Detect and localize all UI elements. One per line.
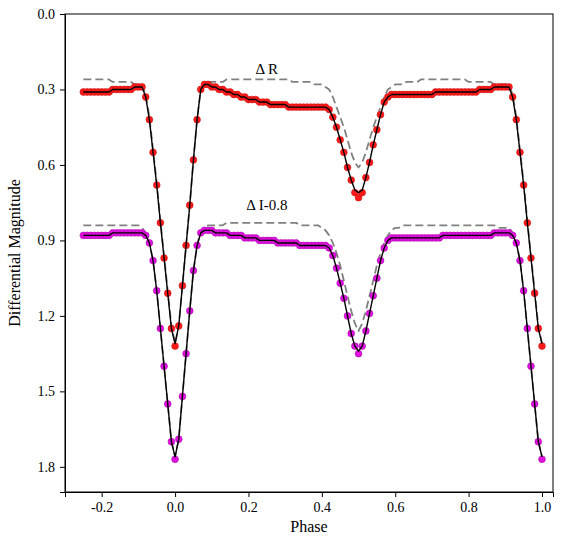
- chart-container: -0.2 0.0 0.2 0.4 0.6 0.8 1.0 0.0 0.3 0.6 0.9 1.2 1.5…: [0, 0, 575, 544]
- plot-frame: [65, 14, 553, 492]
- y-tick: 0.6: [38, 158, 66, 173]
- x-tick-label: 0.0: [167, 500, 185, 515]
- y-axis-line: [60, 15, 66, 493]
- x-tick: -0.2: [91, 492, 113, 515]
- y-tick: 0.9: [38, 233, 66, 248]
- x-tick-label: 0.4: [314, 500, 332, 515]
- y-tick-mark: [60, 316, 65, 317]
- x-tick: 1.0: [534, 492, 552, 515]
- scatter-series: [80, 227, 545, 463]
- scatter-series: [80, 81, 545, 349]
- x-tick: 0.0: [167, 492, 185, 515]
- x-tick-mark: [322, 492, 323, 497]
- dashed-model-line: [83, 223, 542, 457]
- x-tick-mark: [248, 492, 249, 497]
- y-tick-mark: [60, 165, 65, 166]
- y-tick-label: 0.9: [38, 233, 56, 248]
- annotation: Δ I-0.8: [246, 197, 287, 213]
- y-tick: 1.8: [38, 460, 66, 475]
- y-axis: 0.0 0.3 0.6 0.9 1.2 1.5 1.8: [38, 7, 66, 493]
- data-point: [539, 456, 546, 463]
- y-tick: 0.0: [38, 7, 66, 22]
- plot-area: [80, 79, 545, 462]
- y-tick-label: 1.5: [38, 384, 56, 399]
- x-tick-label: -0.2: [91, 500, 113, 515]
- x-tick-label: 0.6: [387, 500, 405, 515]
- data-point: [539, 343, 546, 350]
- y-tick-mark: [60, 89, 65, 90]
- model-line: [83, 230, 542, 456]
- y-tick: 1.2: [38, 309, 66, 324]
- x-axis-line: [66, 493, 554, 498]
- x-tick-label: 0.8: [460, 500, 478, 515]
- y-tick-label: 0.0: [38, 7, 56, 22]
- y-tick-label: 1.8: [38, 460, 56, 475]
- model-line: [83, 84, 542, 343]
- y-tick-mark: [60, 467, 65, 468]
- y-tick: 0.3: [38, 82, 66, 97]
- y-tick-label: 1.2: [38, 309, 56, 324]
- y-tick: 1.5: [38, 384, 66, 399]
- x-tick: 0.2: [240, 492, 258, 515]
- x-tick-label: 1.0: [534, 500, 552, 515]
- y-tick-mark: [60, 240, 65, 241]
- x-tick-mark: [102, 492, 103, 497]
- x-tick-mark: [542, 492, 543, 497]
- annotation: Δ R: [256, 61, 279, 77]
- x-tick: 0.6: [387, 492, 405, 515]
- y-tick-label: 0.6: [38, 158, 56, 173]
- y-tick-label: 0.3: [38, 82, 56, 97]
- x-tick-label: 0.2: [240, 500, 258, 515]
- x-axis: -0.2 0.0 0.2 0.4 0.6 0.8 1.0: [66, 492, 554, 515]
- x-axis-title: Phase: [290, 518, 327, 535]
- x-tick: 0.4: [314, 492, 332, 515]
- x-tick-mark: [469, 492, 470, 497]
- y-axis-title: Differential Magnitude: [6, 179, 24, 327]
- y-tick-mark: [60, 14, 65, 15]
- chart-svg: -0.2 0.0 0.2 0.4 0.6 0.8 1.0 0.0 0.3 0.6 0.9 1.2 1.5…: [0, 0, 575, 544]
- x-tick: 0.8: [460, 492, 478, 515]
- x-tick-mark: [395, 492, 396, 497]
- dashed-model-line: [83, 79, 542, 343]
- y-tick-mark: [60, 391, 65, 392]
- x-tick-mark: [175, 492, 176, 497]
